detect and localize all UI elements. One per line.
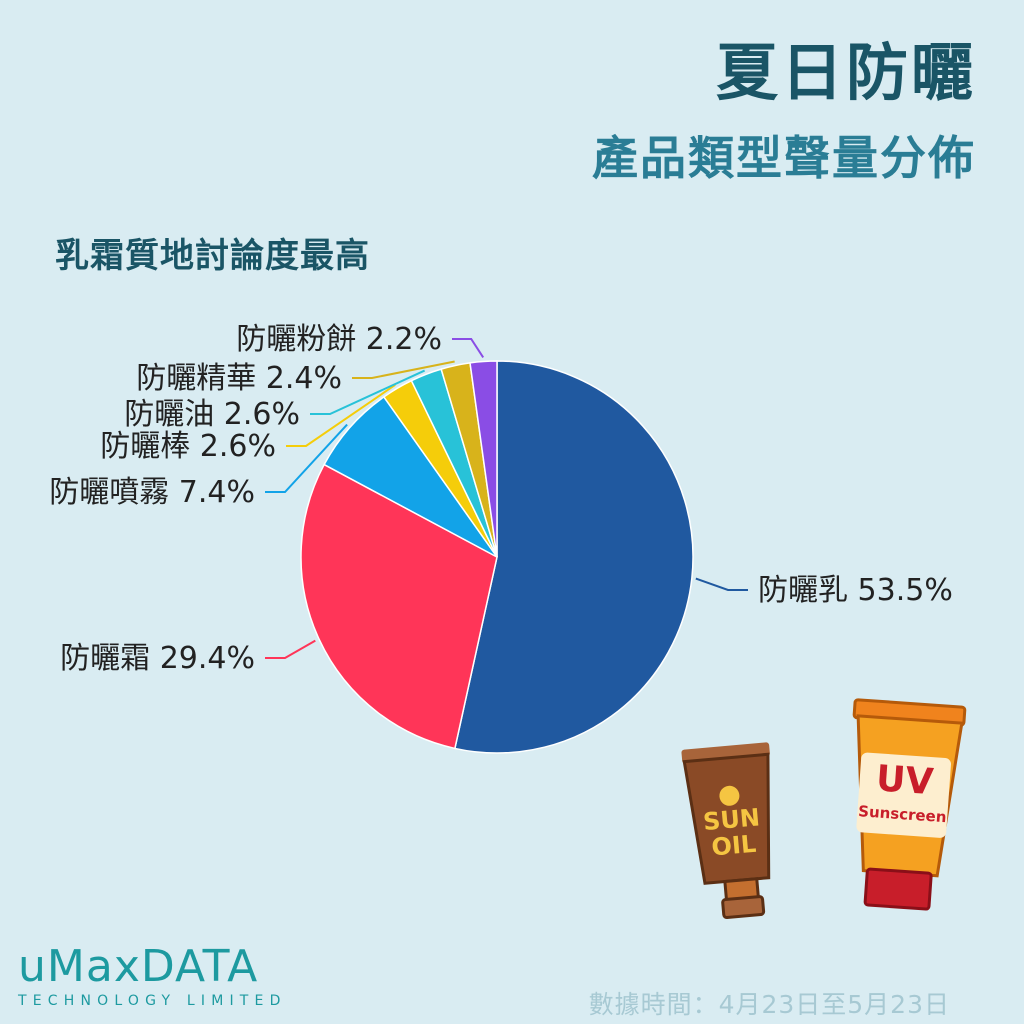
leader-line	[286, 383, 396, 447]
leader-line	[352, 360, 455, 379]
slice-label: 防曬油 2.6%	[124, 397, 300, 432]
leader-line	[265, 423, 348, 493]
slice-label: 防曬霜 29.4%	[60, 641, 255, 676]
slice-label: 防曬棒 2.6%	[100, 429, 276, 464]
slice-label: 防曬噴霧 7.4%	[49, 475, 255, 510]
leader-line	[695, 577, 748, 591]
uv-text: UV	[875, 758, 935, 803]
pie-slice	[453, 360, 694, 754]
slice-label: 防曬乳 53.5%	[758, 573, 953, 608]
page-title: 夏日防曬	[715, 36, 976, 109]
slice-label: 防曬粉餅 2.2%	[236, 322, 442, 357]
chart-note: 乳霜質地討論度最高	[55, 236, 370, 276]
uv-sunscreen-tube-icon: UV Sunscreen	[852, 698, 967, 911]
company-logo: uMaxDATA TECHNOLOGY LIMITED	[18, 941, 287, 1010]
page-subtitle: 產品類型聲量分佈	[592, 131, 976, 185]
sunscreen-illustration: SUN OIL UV Sunscreen	[681, 698, 967, 919]
pie-slice	[300, 463, 498, 750]
leader-line	[452, 338, 485, 359]
pie-slice	[469, 360, 498, 558]
slice-label: 防曬精華 2.4%	[136, 361, 342, 396]
leader-line	[265, 639, 316, 659]
leader-line	[310, 369, 426, 415]
data-date-range: 數據時間：4月23日至5月23日	[588, 990, 950, 1019]
logo-main-text: uMaxDATA	[18, 941, 259, 992]
sun-oil-text-2: OIL	[710, 830, 757, 862]
logo-sub-text: TECHNOLOGY LIMITED	[18, 993, 287, 1009]
sun-oil-text-1: SUN	[702, 803, 761, 836]
sun-oil-tube-icon: SUN OIL	[681, 742, 771, 919]
